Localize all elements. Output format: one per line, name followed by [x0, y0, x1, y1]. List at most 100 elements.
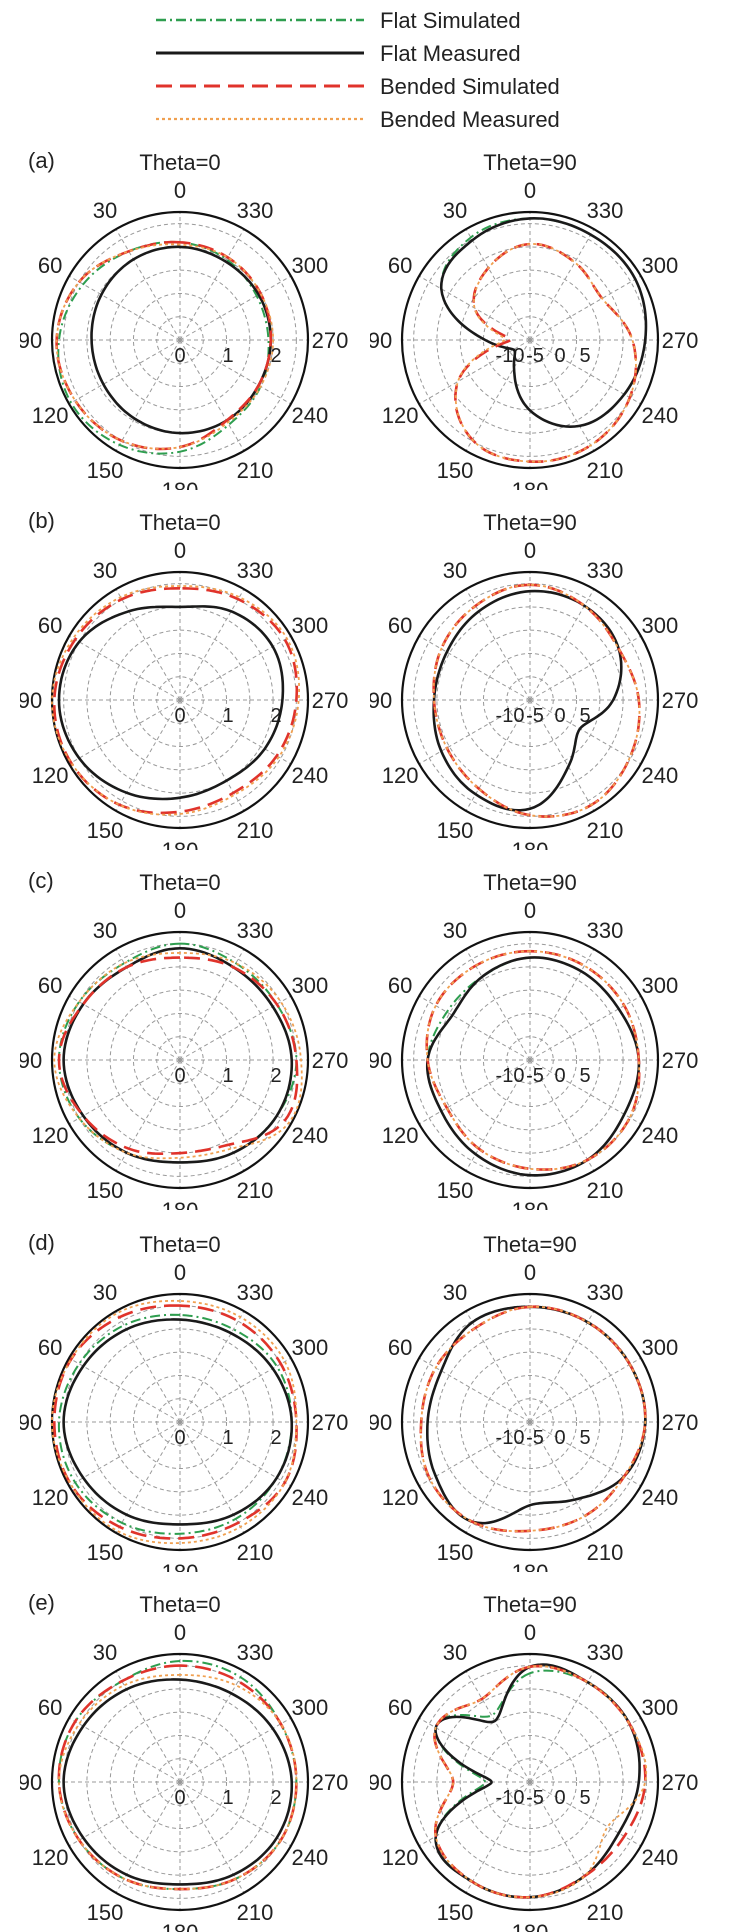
panel-label: (a) [28, 148, 55, 173]
legend-label: Bended Measured [380, 107, 560, 132]
polar-grid [52, 932, 308, 1188]
polar-chart: Theta=90 0 30 60 90 120 150 180 210 240 270 300 330 -… [370, 1592, 698, 1932]
angle-label: 180 [512, 1920, 549, 1932]
series-line-bend-sim [454, 242, 638, 464]
angle-label: 120 [32, 1845, 69, 1870]
angle-label: 90 [20, 1770, 42, 1795]
angle-label: 30 [93, 1280, 117, 1305]
radial-tick-label: 1 [222, 705, 233, 727]
radial-tick-label: 5 [579, 1065, 590, 1087]
polar-chart: Theta=90 0 30 60 90 120 150 180 210 240 270 300 330 -… [370, 150, 699, 490]
angle-label: 60 [388, 1695, 412, 1720]
polar-boundary [50, 1292, 310, 1552]
radial-tick-label: 1 [222, 345, 233, 367]
angle-label: 270 [662, 328, 699, 353]
angle-label: 30 [93, 198, 117, 223]
angle-label: 300 [292, 613, 329, 638]
polar-boundary [50, 930, 310, 1190]
series-line-flat-meas [90, 245, 273, 435]
angle-label: 210 [587, 1178, 624, 1203]
radial-tick-label: 1 [222, 1065, 233, 1087]
angle-label: 90 [370, 1770, 392, 1795]
polar-boundary [50, 1652, 310, 1912]
angle-label: 150 [87, 458, 124, 483]
angle-label: 300 [642, 253, 679, 278]
angle-label: 300 [642, 613, 679, 638]
series-line-flat-meas [62, 947, 294, 1164]
angle-label: 330 [587, 1640, 624, 1665]
polar-chart: Theta=0(d)030609012015018021024027030033… [20, 1230, 348, 1572]
angle-label: 60 [38, 613, 62, 638]
radial-tick-label: 0 [174, 1065, 185, 1087]
series-line-bend-meas [454, 243, 637, 463]
angle-label: 90 [370, 1410, 392, 1435]
chart-title: Theta=90 [483, 870, 577, 895]
angle-label: 30 [93, 918, 117, 943]
angle-label: 60 [388, 253, 412, 278]
panel-label: (e) [28, 1590, 55, 1615]
radial-tick-label: 2 [270, 345, 281, 367]
angle-label: 300 [292, 1335, 329, 1360]
polar-boundary [400, 1292, 660, 1552]
radial-tick-label: 0 [554, 1065, 565, 1087]
angle-label: 240 [292, 1845, 329, 1870]
angle-label: 240 [642, 1485, 679, 1510]
angle-label: 270 [312, 328, 349, 353]
radial-tick-label: -10 [496, 705, 525, 727]
angle-label: 300 [292, 253, 329, 278]
angle-label: 150 [437, 1178, 474, 1203]
polar-grid [402, 932, 658, 1188]
panel-label: (c) [28, 868, 54, 893]
chart-title: Theta=90 [483, 1232, 577, 1257]
angle-label: 180 [512, 838, 549, 850]
radial-tick-label: 0 [554, 345, 565, 367]
polar-grid [402, 1654, 658, 1910]
polar-grid [402, 1294, 658, 1550]
legend-item: Flat Measured [150, 39, 610, 69]
angle-label: 120 [32, 1485, 69, 1510]
radial-tick-label: 0 [174, 1787, 185, 1809]
radial-tick-label: 0 [554, 1427, 565, 1449]
radial-tick-label: -5 [526, 1065, 544, 1087]
radial-tick-label: 2 [270, 705, 281, 727]
polar-chart: Theta=90 0 30 60 90 120 150 180 210 240 270 300 330 -… [370, 1232, 698, 1572]
angle-label: 330 [237, 198, 274, 223]
polar-boundary [400, 1652, 660, 1912]
angle-label: 90 [20, 1410, 42, 1435]
angle-label: 150 [437, 1540, 474, 1565]
polar-grid [52, 572, 308, 828]
angle-label: 60 [38, 973, 62, 998]
angle-label: 0 [174, 1260, 186, 1285]
radial-tick-label: 2 [270, 1427, 281, 1449]
chart-title: Theta=0 [139, 1232, 220, 1257]
angle-label: 150 [437, 818, 474, 843]
radial-tick-label: -5 [526, 705, 544, 727]
angle-label: 30 [443, 558, 467, 583]
series-line-flat-sim [440, 217, 647, 428]
chart-title: Theta=0 [139, 510, 220, 535]
radial-tick-label: 2 [270, 1065, 281, 1087]
angle-label: 210 [587, 818, 624, 843]
legend-label: Flat Simulated [380, 8, 521, 33]
angle-label: 30 [93, 1640, 117, 1665]
angle-label: 30 [443, 1280, 467, 1305]
radial-tick-label: 1 [222, 1427, 233, 1449]
angle-label: 60 [38, 253, 62, 278]
series-line-bend-meas [425, 950, 641, 1171]
angle-label: 330 [237, 918, 274, 943]
angle-label: 210 [237, 818, 274, 843]
radial-tick-label: -5 [526, 345, 544, 367]
angle-label: 180 [162, 1560, 199, 1572]
radial-tick-label: 0 [174, 1427, 185, 1449]
angle-label: 210 [237, 458, 274, 483]
angle-label: 180 [162, 838, 199, 850]
angle-label: 150 [437, 1900, 474, 1925]
angle-label: 330 [587, 558, 624, 583]
legend-swatch [156, 51, 364, 55]
chart-title: Theta=90 [483, 150, 577, 175]
angle-label: 300 [642, 973, 679, 998]
legend-item: Flat Simulated [150, 6, 610, 36]
angle-label: 270 [662, 1048, 699, 1073]
radial-tick-label: 5 [579, 705, 590, 727]
radial-tick-label: 0 [554, 1787, 565, 1809]
